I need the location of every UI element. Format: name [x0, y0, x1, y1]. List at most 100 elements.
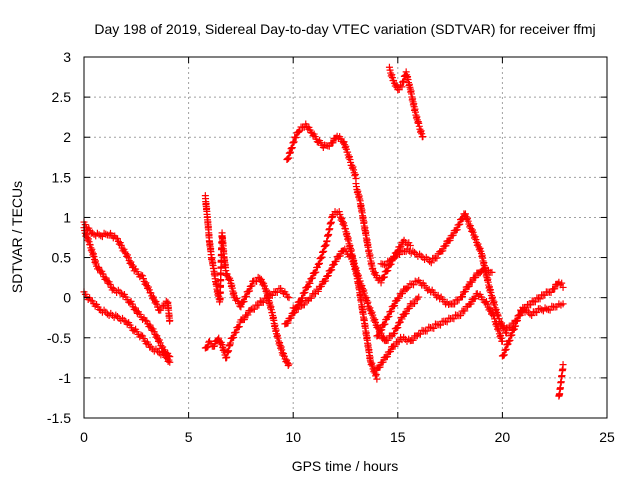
data-point [370, 317, 378, 325]
data-point [551, 285, 559, 293]
data-point [329, 139, 337, 147]
series-track-p [555, 361, 567, 400]
data-point [446, 236, 454, 244]
data-point [367, 310, 375, 318]
data-point [164, 357, 172, 365]
data-point [388, 257, 396, 265]
data-point [419, 133, 427, 141]
data-point [324, 272, 332, 280]
data-point [391, 302, 399, 310]
data-point [456, 220, 464, 228]
data-point [391, 342, 399, 350]
data-point [506, 336, 514, 344]
data-point [406, 242, 414, 250]
data-point [84, 236, 92, 244]
data-point [559, 361, 567, 369]
data-point [507, 324, 515, 332]
data-point [500, 351, 508, 359]
data-point [398, 290, 406, 298]
x-tick-label: 0 [80, 429, 88, 445]
plot-frame [83, 56, 608, 419]
data-point [534, 294, 542, 302]
data-point [531, 298, 539, 306]
data-point [157, 306, 165, 314]
y-tick-labels: -1.5 -1 -0.5 0 0.5 1 1.5 2 2.5 3 [47, 49, 71, 426]
data-point [273, 288, 281, 296]
series-track-l [373, 265, 496, 340]
data-point [376, 363, 384, 371]
data-point [411, 299, 419, 307]
data-point [482, 299, 490, 307]
data-point [211, 342, 219, 350]
data-point [416, 330, 424, 338]
data-point [433, 254, 441, 262]
data-point [443, 318, 451, 326]
data-point [166, 317, 174, 325]
data-point [232, 328, 240, 336]
data-point [488, 268, 496, 276]
data-point [463, 216, 471, 224]
data-point [378, 326, 386, 334]
data-point [312, 268, 320, 276]
data-point [559, 283, 567, 291]
data-point [380, 273, 388, 281]
data-point [165, 352, 173, 360]
data-point [225, 276, 233, 284]
series-track-g [352, 180, 414, 287]
data-point [394, 324, 402, 332]
data-point [246, 287, 254, 295]
data-point [256, 297, 264, 305]
data-point [328, 266, 336, 274]
data-point [502, 345, 510, 353]
data-point [426, 257, 434, 265]
data-point [116, 288, 124, 296]
data-point [475, 246, 483, 254]
data-point [279, 351, 287, 359]
data-point [284, 362, 292, 370]
data-point [450, 315, 458, 323]
x-tick-labels: 0 5 10 15 20 25 [80, 429, 615, 445]
data-point [417, 252, 425, 260]
y-tick-label: -1 [59, 370, 72, 386]
data-point [439, 247, 447, 255]
data-point [373, 375, 381, 383]
data-point [367, 361, 375, 369]
data-point [264, 294, 272, 302]
data-point [381, 320, 389, 328]
series-track-f [283, 120, 360, 183]
data-point [372, 372, 380, 380]
data-point [379, 358, 387, 366]
data-point [476, 269, 484, 277]
data-point [137, 271, 145, 279]
y-tick-label: 1.5 [52, 169, 72, 185]
data-point [287, 314, 295, 322]
data-point [533, 309, 541, 317]
data-point [409, 281, 417, 289]
data-point [240, 297, 248, 305]
series-track-m [385, 63, 427, 141]
data-point [396, 318, 404, 326]
data-point [377, 279, 385, 287]
data-point [391, 82, 399, 90]
data-point [385, 312, 393, 320]
data-point [154, 347, 162, 355]
data-point [237, 303, 245, 311]
data-point [305, 278, 313, 286]
data-point [457, 312, 465, 320]
data-point [404, 283, 412, 291]
data-point [293, 303, 301, 311]
data-point [370, 270, 378, 278]
data-point [453, 226, 461, 234]
data-point [250, 305, 258, 313]
data-point [259, 298, 267, 306]
y-tick-label: 1 [63, 209, 71, 225]
x-tick-label: 25 [599, 429, 615, 445]
data-point [301, 288, 309, 296]
chart-title: Day 198 of 2019, Sidereal Day-to-day VTE… [94, 21, 595, 37]
data-point [384, 267, 392, 275]
data-point [166, 353, 174, 361]
series-track-k [377, 210, 511, 337]
x-tick-label: 5 [185, 429, 193, 445]
x-tick-label: 20 [495, 429, 511, 445]
